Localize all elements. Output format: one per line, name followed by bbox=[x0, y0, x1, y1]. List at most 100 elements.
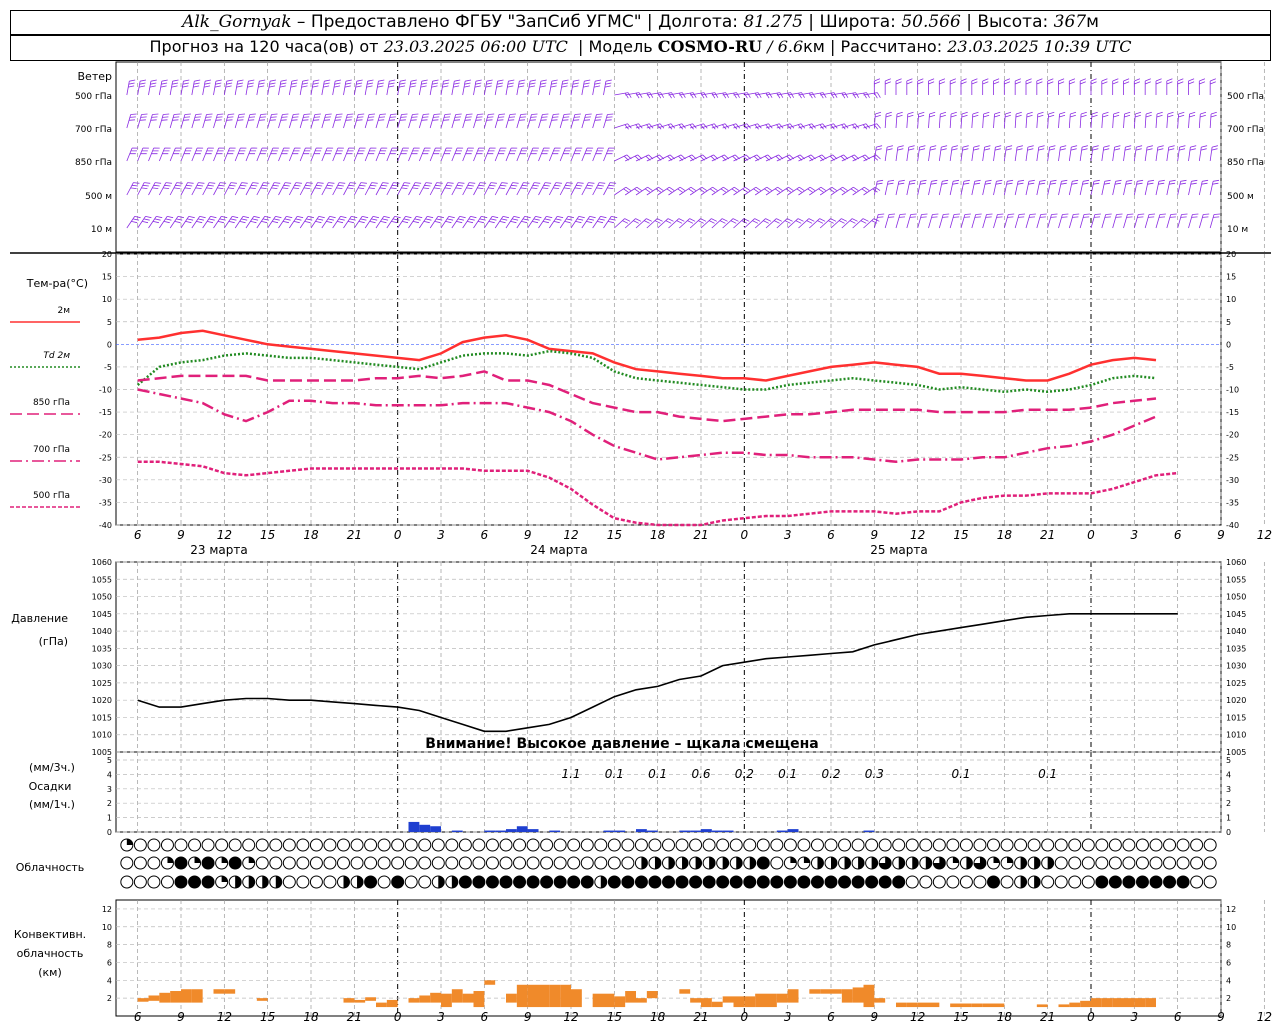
time-tick-label-bottom: 21 bbox=[693, 1010, 708, 1024]
wind-barb bbox=[592, 216, 607, 229]
cloud-symbol bbox=[215, 838, 229, 852]
cloud-symbol bbox=[1081, 838, 1095, 852]
wind-barb bbox=[126, 182, 140, 196]
precip-3h-sum: 0.3 bbox=[865, 767, 884, 781]
wind-barb bbox=[960, 145, 969, 162]
temp-series-line bbox=[137, 388, 1157, 464]
time-tick-label: 21 bbox=[347, 528, 362, 542]
wind-barb bbox=[278, 216, 293, 229]
cloud-symbol bbox=[228, 856, 242, 870]
wind-barb bbox=[960, 78, 967, 95]
time-tick-label: 15 bbox=[260, 528, 275, 542]
wind-barb bbox=[1058, 213, 1069, 229]
conv-bar bbox=[776, 993, 788, 1003]
wind-barb bbox=[321, 216, 336, 229]
cloud-symbol bbox=[770, 838, 784, 852]
cloud-symbol bbox=[648, 875, 662, 889]
wind-barb bbox=[765, 92, 784, 99]
cloud-half bbox=[1020, 876, 1027, 888]
wind-barb bbox=[299, 216, 314, 229]
cloud-symbol bbox=[905, 838, 919, 852]
precip-tick-label-right: 1 bbox=[1226, 814, 1231, 823]
time-tick-label: 0 bbox=[741, 528, 749, 542]
wind-barb bbox=[538, 147, 550, 162]
wind-barb bbox=[494, 79, 504, 96]
cloud-symbol bbox=[621, 838, 635, 852]
wind-barb bbox=[364, 147, 377, 162]
wind-barb bbox=[1101, 78, 1108, 96]
wind-barb bbox=[223, 147, 236, 162]
wind-barb bbox=[841, 123, 860, 130]
wind-barb bbox=[289, 216, 304, 229]
wind-barb bbox=[1047, 111, 1055, 129]
conv-bar bbox=[592, 993, 604, 1008]
cloud-symbol bbox=[1081, 875, 1095, 889]
wind-barb bbox=[364, 216, 379, 229]
wind-barb bbox=[278, 182, 292, 196]
day-label: 24 марта bbox=[530, 543, 587, 557]
cloud-symbol bbox=[391, 875, 405, 889]
wind-barb bbox=[700, 123, 719, 130]
cloud-symbol bbox=[580, 838, 594, 852]
time-tick-label-bottom: 9 bbox=[871, 1010, 879, 1024]
precip-title: Осадки bbox=[29, 780, 72, 793]
wind-barb bbox=[397, 182, 411, 196]
wind-barb bbox=[288, 79, 298, 96]
wind-barb bbox=[971, 111, 979, 129]
wind-barb bbox=[765, 123, 784, 130]
cloud-half bbox=[451, 876, 458, 888]
precip-tick-label: 5 bbox=[107, 756, 112, 765]
conv-bar bbox=[430, 992, 441, 1003]
precip-tick-label: 4 bbox=[107, 770, 112, 779]
cloud-quarter bbox=[993, 857, 1000, 863]
conv-bar bbox=[950, 1003, 961, 1008]
cloud-symbol bbox=[201, 856, 215, 870]
pressure-tick-label: 1020 bbox=[92, 696, 112, 705]
time-tick-label: 3 bbox=[437, 528, 445, 542]
cloud-symbol bbox=[851, 875, 865, 889]
conv-bar bbox=[820, 989, 831, 994]
conv-bar bbox=[1123, 998, 1135, 1008]
wind-barb bbox=[679, 123, 697, 130]
wind-barb bbox=[559, 216, 574, 229]
wind-barb bbox=[668, 186, 686, 196]
cloud-symbol bbox=[865, 875, 879, 889]
wind-barb bbox=[137, 182, 151, 196]
conv-bar bbox=[376, 1002, 387, 1008]
wind-barb bbox=[440, 79, 450, 96]
cloud-half bbox=[817, 857, 824, 869]
cloud-symbol bbox=[377, 875, 391, 889]
wind-barb bbox=[408, 182, 422, 196]
wind-barb bbox=[538, 182, 552, 196]
time-tick-label-bottom: 6 bbox=[1174, 1010, 1182, 1024]
wind-barb bbox=[841, 218, 858, 229]
conv-bar bbox=[614, 996, 626, 1008]
wind-barb bbox=[863, 92, 881, 99]
precip-3h-sum: 0.1 bbox=[605, 767, 624, 781]
wind-barb bbox=[809, 218, 826, 229]
wind-barb bbox=[494, 147, 507, 162]
wind-barb bbox=[1112, 78, 1119, 96]
precip-bar bbox=[787, 829, 799, 832]
wind-barb bbox=[765, 218, 782, 229]
wind-barb bbox=[581, 113, 592, 129]
temp-tick-label-right: -35 bbox=[1226, 498, 1239, 507]
wind-barb bbox=[397, 147, 409, 162]
wind-barb bbox=[938, 213, 950, 229]
wind-barb bbox=[1079, 78, 1086, 96]
cloud-half bbox=[682, 857, 689, 869]
wind-barb bbox=[538, 113, 549, 129]
forecast-label: Прогноз на 120 часа(ов) от bbox=[149, 37, 379, 56]
wind-barb bbox=[1166, 145, 1175, 162]
wind-barb bbox=[234, 113, 246, 129]
temp-tick-label: -30 bbox=[99, 476, 112, 485]
wind-barb bbox=[614, 218, 631, 229]
alt-label: Высота: bbox=[977, 12, 1049, 32]
wind-barb bbox=[267, 182, 281, 196]
cloud-half bbox=[262, 876, 269, 888]
cloud-symbol bbox=[810, 875, 824, 889]
cloud-symbol bbox=[526, 838, 540, 852]
wind-barb bbox=[787, 123, 806, 130]
cloud-quarter bbox=[803, 857, 810, 863]
precip-tick-label-right: 4 bbox=[1226, 770, 1231, 779]
